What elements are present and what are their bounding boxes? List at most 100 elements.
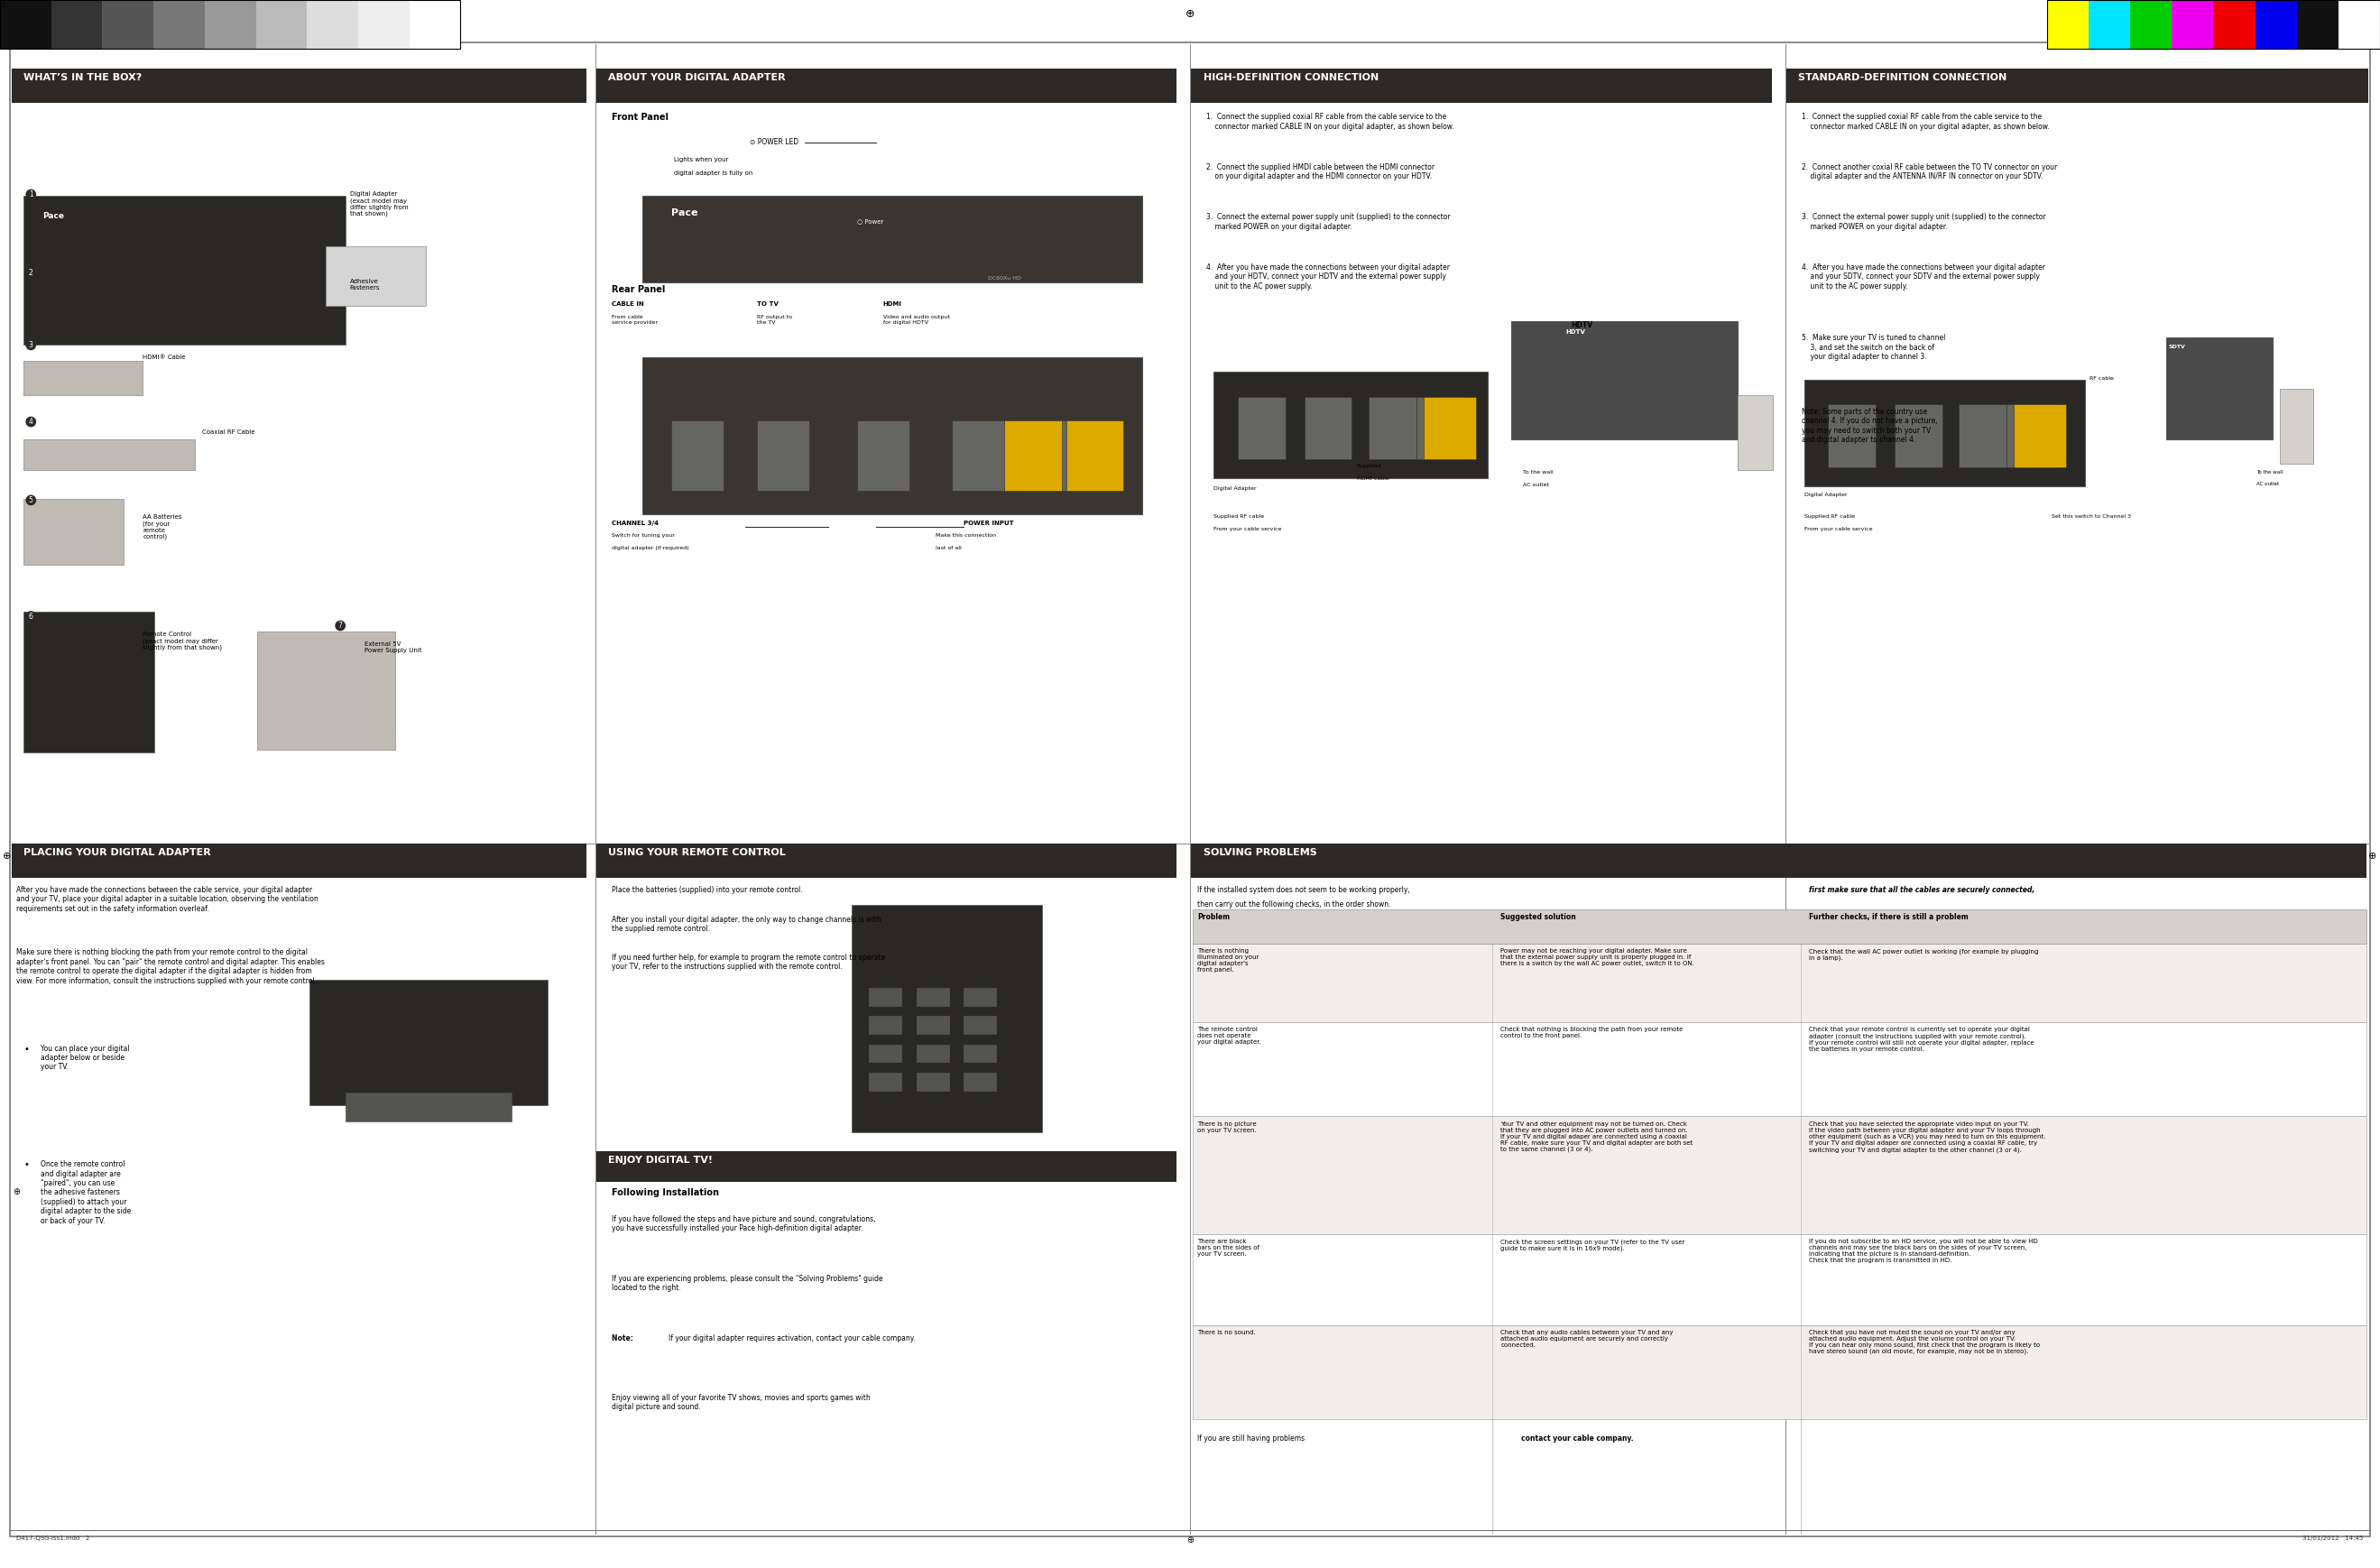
Text: digital adapter is fully on: digital adapter is fully on <box>674 171 752 176</box>
Bar <box>952 420 1004 491</box>
Text: Place the batteries (supplied) into your remote control.: Place the batteries (supplied) into your… <box>612 886 802 894</box>
Bar <box>1192 1234 2366 1325</box>
Text: HDTV: HDTV <box>1571 321 1592 329</box>
Text: Make sure there is nothing blocking the path from your remote control to the dig: Make sure there is nothing blocking the … <box>17 949 326 985</box>
Text: Check that your remote control is currently set to operate your digital
adapter : Check that your remote control is curren… <box>1809 1027 2035 1052</box>
Text: •: • <box>24 1044 29 1054</box>
Text: There is nothing
illuminated on your
digital adapter's
front panel.: There is nothing illuminated on your dig… <box>1197 949 1259 974</box>
Text: Front Panel: Front Panel <box>612 113 669 122</box>
Bar <box>1214 372 1488 478</box>
Text: PLACING YOUR DIGITAL ADAPTER: PLACING YOUR DIGITAL ADAPTER <box>24 848 212 858</box>
Bar <box>2171 0 2213 49</box>
Bar <box>2006 405 2054 467</box>
Text: From cable
service provider: From cable service provider <box>612 315 657 325</box>
Text: 4.  After you have made the connections between your digital adapter
    and you: 4. After you have made the connections b… <box>1802 263 2044 290</box>
Bar <box>595 844 1176 878</box>
Text: TO TV: TO TV <box>757 301 778 306</box>
Text: To the wall: To the wall <box>1523 470 1554 475</box>
Text: ⊙ POWER LED: ⊙ POWER LED <box>750 138 800 146</box>
Bar <box>1304 397 1352 459</box>
Text: You can place your digital
adapter below or beside
your TV.: You can place your digital adapter below… <box>40 1044 129 1071</box>
Text: 1.  Connect the supplied coxial RF cable from the cable service to the
    conne: 1. Connect the supplied coxial RF cable … <box>1802 113 2049 130</box>
Text: 2: 2 <box>29 268 33 278</box>
Text: ○ Power: ○ Power <box>857 218 883 223</box>
Text: HIGH-DEFINITION CONNECTION: HIGH-DEFINITION CONNECTION <box>1202 72 1378 82</box>
Text: ⊕: ⊕ <box>2368 851 2378 861</box>
Text: STANDARD-DEFINITION CONNECTION: STANDARD-DEFINITION CONNECTION <box>1799 72 2006 82</box>
Bar <box>357 0 409 49</box>
Text: ⊕: ⊕ <box>2 851 12 861</box>
Text: Supplied: Supplied <box>1357 464 1380 469</box>
Text: Lights when your: Lights when your <box>674 157 728 162</box>
Bar <box>964 1044 997 1063</box>
Bar <box>409 0 459 49</box>
Text: Check that the wall AC power outlet is working (for example by plugging
in a lam: Check that the wall AC power outlet is w… <box>1809 949 2037 961</box>
Bar <box>307 0 357 49</box>
Text: HDTV: HDTV <box>1566 329 1585 334</box>
Text: 1: 1 <box>29 190 33 199</box>
Text: CHANNEL 3/4: CHANNEL 3/4 <box>612 521 659 525</box>
Text: RF output to
the TV: RF output to the TV <box>757 315 793 325</box>
Text: Further checks, if there is still a problem: Further checks, if there is still a prob… <box>1809 913 1968 920</box>
Text: 2.  Connect the supplied HMDI cable between the HDMI connector
    on your digit: 2. Connect the supplied HMDI cable betwe… <box>1207 163 1435 180</box>
Text: CABLE IN: CABLE IN <box>612 301 645 306</box>
Text: 3.  Connect the external power supply unit (supplied) to the connector
    marke: 3. Connect the external power supply uni… <box>1207 213 1452 230</box>
Bar <box>916 1044 950 1063</box>
Text: After you install your digital adapter, the only way to change channels is with
: After you install your digital adapter, … <box>612 916 881 933</box>
Text: 4: 4 <box>29 417 33 426</box>
Text: 2.  Connect another coxial RF cable between the TO TV connector on your
    digi: 2. Connect another coxial RF cable betwe… <box>1802 163 2056 180</box>
Bar <box>12 67 588 103</box>
Bar <box>916 988 950 1007</box>
Bar <box>1511 321 1737 439</box>
Text: Digital Adapter: Digital Adapter <box>1214 486 1257 491</box>
Bar <box>257 632 395 750</box>
Bar <box>964 1016 997 1035</box>
Bar <box>2213 0 2254 49</box>
Text: last of all: last of all <box>935 546 962 550</box>
Text: From your cable service: From your cable service <box>1804 527 1873 532</box>
Text: 5.  Make sure your TV is tuned to channel
    3, and set the switch on the back : 5. Make sure your TV is tuned to channel… <box>1802 334 1944 361</box>
Text: HDMI® Cable: HDMI® Cable <box>143 354 186 359</box>
Bar <box>643 358 1142 514</box>
Bar <box>326 246 426 306</box>
Text: SOLVING PROBLEMS: SOLVING PROBLEMS <box>1202 848 1316 858</box>
Text: Pace: Pace <box>671 209 697 218</box>
Bar <box>1071 420 1123 491</box>
Text: Switch for tuning your: Switch for tuning your <box>612 533 674 538</box>
Text: 7: 7 <box>338 621 343 630</box>
Bar <box>916 1016 950 1035</box>
Text: From your cable service: From your cable service <box>1214 527 1283 532</box>
Text: ⊕: ⊕ <box>1185 8 1195 19</box>
Bar <box>1190 844 2366 878</box>
Text: ⊕: ⊕ <box>1185 1535 1195 1544</box>
Text: If the installed system does not seem to be working properly,: If the installed system does not seem to… <box>1197 886 1411 894</box>
Bar <box>52 0 102 49</box>
Text: Digital Adapter: Digital Adapter <box>1804 492 1847 497</box>
Text: There is no picture
on your TV screen.: There is no picture on your TV screen. <box>1197 1121 1257 1132</box>
Text: Supplied RF cable: Supplied RF cable <box>1214 514 1264 519</box>
Bar <box>2280 389 2313 464</box>
Bar <box>2337 0 2380 49</box>
Bar <box>2297 0 2337 49</box>
Bar <box>1192 1116 2366 1234</box>
Bar <box>595 67 1176 103</box>
Text: Remote Control
(exact model may differ
slightly from that shown): Remote Control (exact model may differ s… <box>143 632 221 651</box>
Text: Video and audio output
for digital HDTV: Video and audio output for digital HDTV <box>883 315 950 325</box>
Bar <box>24 439 195 470</box>
Bar <box>1192 909 2366 944</box>
Bar <box>1804 379 2085 486</box>
Text: 4.  After you have made the connections between your digital adapter
    and you: 4. After you have made the connections b… <box>1207 263 1449 290</box>
Bar <box>12 844 588 878</box>
Bar <box>1190 67 1771 103</box>
Text: Once the remote control
and digital adapter are
"paired", you can use
the adhesi: Once the remote control and digital adap… <box>40 1160 131 1225</box>
Bar <box>595 1151 1176 1182</box>
Bar <box>1894 405 1942 467</box>
Text: Supplied RF cable: Supplied RF cable <box>1804 514 1854 519</box>
Text: AC outlet: AC outlet <box>1523 483 1549 488</box>
Bar <box>1785 67 2368 103</box>
Bar <box>1192 1022 2366 1116</box>
Text: HDMI: HDMI <box>883 301 902 306</box>
Bar <box>964 1073 997 1091</box>
Bar <box>2047 0 2380 49</box>
Text: first make sure that all the cables are securely connected,: first make sure that all the cables are … <box>1809 886 2035 894</box>
